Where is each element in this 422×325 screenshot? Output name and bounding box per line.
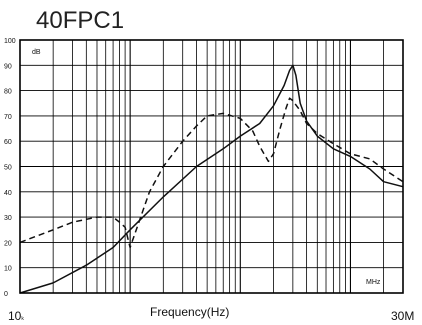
chart-title: 40FPC1 (36, 7, 124, 34)
y-tick-label: 90 (4, 63, 12, 70)
x-tick-left-main: 10 (8, 309, 22, 323)
y-tick-label: 60 (4, 139, 12, 146)
y-tick-label: 50 (4, 165, 12, 172)
series-line-dashed (19, 97, 404, 249)
x-unit-label: MHz (366, 279, 381, 286)
x-tick-label-right: 30M (391, 309, 414, 323)
plot-border (19, 39, 404, 294)
y-tick-label: 30 (4, 215, 12, 222)
y-unit-label: dB (32, 49, 41, 56)
y-tick-label: 80 (4, 89, 12, 96)
y-tick-label: 70 (4, 114, 12, 121)
x-tick-label-left: 10k (8, 309, 24, 323)
series-group (19, 64, 404, 294)
x-axis-label: Frequency(Hz) (150, 305, 229, 319)
series-line-solid (19, 64, 404, 294)
y-tick-labels: 0 10 20 30 40 50 60 70 80 90 100 (4, 38, 16, 298)
y-tick-label: 20 (4, 240, 12, 247)
y-tick-label: 10 (4, 266, 12, 273)
y-tick-label: 0 (4, 291, 8, 298)
grid (20, 39, 403, 294)
x-tick-left-sub: k (21, 316, 24, 322)
y-tick-label: 40 (4, 190, 12, 197)
y-tick-label: 100 (4, 38, 16, 45)
